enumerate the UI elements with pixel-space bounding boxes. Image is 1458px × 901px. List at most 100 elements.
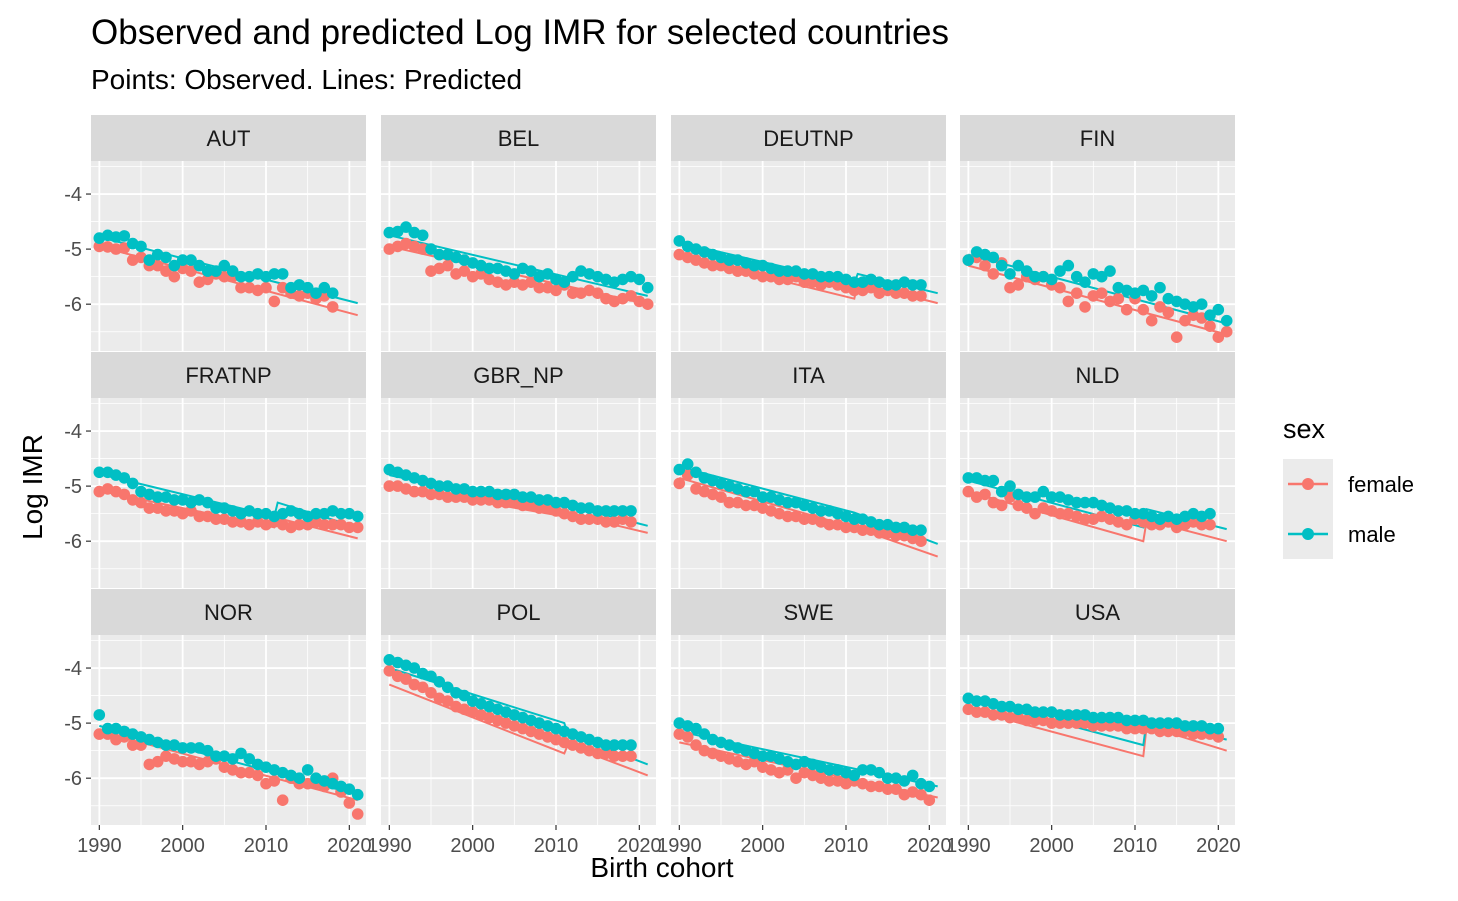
- observed-point-male: [433, 676, 446, 688]
- observed-point-female: [326, 301, 339, 313]
- observed-point-male: [408, 662, 421, 674]
- observed-point-female: [408, 485, 421, 498]
- observed-point-male: [168, 259, 181, 272]
- observed-point-male: [525, 265, 537, 277]
- x-tick-label: 2000: [1029, 835, 1074, 857]
- observed-point-female: [466, 494, 479, 506]
- observed-point-female: [1079, 513, 1091, 525]
- observed-point-female: [1029, 507, 1041, 520]
- strip-nld: [960, 352, 1235, 398]
- observed-point-male: [1104, 265, 1116, 277]
- observed-point-male: [326, 287, 339, 300]
- observed-point-female: [425, 488, 437, 501]
- observed-point-male: [748, 259, 761, 272]
- observed-point-female: [326, 518, 339, 531]
- x-tick-label: 2020: [617, 835, 662, 857]
- observed-point-female: [1070, 717, 1083, 729]
- observed-point-male: [343, 783, 356, 795]
- observed-point-male: [1204, 722, 1216, 735]
- observed-point-female: [681, 731, 694, 743]
- x-tick-label: 2000: [160, 835, 205, 857]
- observed-point-female: [525, 276, 537, 289]
- observed-point-female: [781, 510, 794, 523]
- observed-point-male: [815, 270, 827, 283]
- observed-point-male: [101, 722, 114, 735]
- observed-point-male: [600, 739, 612, 751]
- observed-point-female: [906, 290, 919, 302]
- observed-point-female: [1012, 279, 1025, 291]
- observed-point-male: [1179, 720, 1191, 732]
- observed-point-female: [343, 521, 356, 534]
- observed-point-female: [425, 687, 437, 699]
- observed-point-male: [1104, 711, 1116, 724]
- observed-point-female: [625, 516, 637, 528]
- observed-point-female: [715, 491, 727, 503]
- observed-point-male: [441, 681, 454, 694]
- observed-point-male: [1045, 491, 1058, 503]
- legend-label-female: female: [1348, 472, 1414, 497]
- observed-point-female: [979, 488, 991, 501]
- observed-point-female: [1062, 295, 1075, 308]
- observed-point-male: [1020, 265, 1033, 277]
- observed-point-male: [1145, 290, 1158, 302]
- observed-point-male: [201, 496, 214, 509]
- observed-point-female: [740, 499, 752, 512]
- observed-point-male: [1137, 284, 1150, 297]
- observed-point-male: [698, 728, 711, 740]
- observed-point-female: [1054, 281, 1066, 294]
- observed-point-male: [508, 268, 521, 280]
- observed-point-female: [301, 777, 314, 790]
- observed-point-male: [176, 254, 189, 266]
- observed-point-female: [416, 681, 429, 694]
- strip-label-fin: FIN: [1080, 126, 1115, 151]
- observed-point-male: [1054, 265, 1066, 277]
- strip-fin: [960, 115, 1235, 161]
- observed-point-female: [915, 788, 927, 801]
- observed-point-female: [135, 496, 147, 509]
- strip-aut: [91, 115, 366, 161]
- observed-point-female: [1204, 320, 1216, 333]
- observed-point-female: [1087, 720, 1100, 732]
- observed-point-female: [218, 270, 231, 283]
- observed-point-male: [673, 463, 686, 476]
- strip-bel: [381, 115, 656, 161]
- observed-point-female: [583, 513, 596, 525]
- strip-swe: [671, 589, 946, 635]
- observed-point-female: [923, 794, 936, 806]
- observed-point-female: [890, 529, 902, 542]
- observed-point-male: [591, 505, 604, 517]
- observed-point-male: [979, 474, 991, 487]
- observed-point-female: [1145, 518, 1158, 531]
- observed-point-female: [865, 281, 877, 294]
- observed-point-male: [483, 262, 496, 275]
- observed-point-female: [143, 502, 156, 514]
- observed-point-male: [235, 270, 247, 283]
- observed-point-female: [823, 775, 836, 787]
- observed-point-male: [235, 747, 247, 760]
- observed-point-female: [135, 739, 147, 751]
- observed-point-male: [1070, 496, 1083, 509]
- observed-point-male: [970, 695, 983, 707]
- observed-point-male: [748, 485, 761, 498]
- observed-point-female: [566, 287, 579, 300]
- y-tick-label: -4: [64, 421, 82, 443]
- observed-point-male: [756, 491, 769, 503]
- observed-point-female: [979, 259, 991, 272]
- observed-point-male: [987, 251, 1000, 264]
- observed-point-female: [1137, 722, 1150, 735]
- observed-point-male: [301, 281, 314, 294]
- observed-point-male: [906, 279, 919, 291]
- observed-point-male: [890, 521, 902, 534]
- observed-point-female: [970, 706, 983, 718]
- observed-point-female: [987, 709, 1000, 721]
- observed-point-female: [773, 273, 786, 286]
- observed-point-male: [1204, 507, 1216, 520]
- strip-label-fratnp: FRATNP: [185, 363, 271, 388]
- observed-point-female: [1029, 714, 1041, 727]
- observed-point-male: [673, 235, 686, 247]
- observed-point-male: [335, 507, 347, 520]
- chart-subtitle: Points: Observed. Lines: Predicted: [91, 64, 522, 95]
- observed-point-male: [575, 502, 587, 514]
- observed-point-female: [441, 259, 454, 272]
- observed-point-female: [987, 268, 1000, 280]
